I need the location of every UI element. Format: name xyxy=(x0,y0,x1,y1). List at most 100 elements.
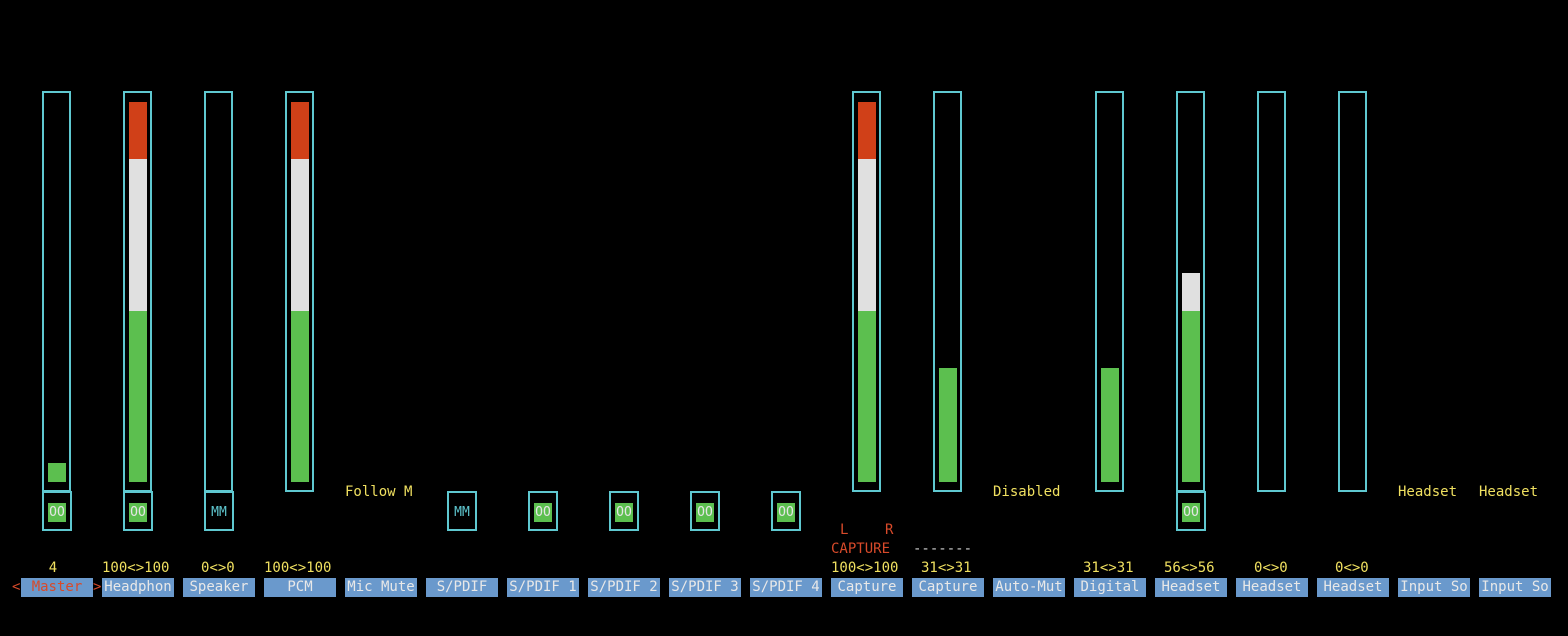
control-label-capture-2[interactable]: Capture xyxy=(912,578,984,597)
capture-indicator[interactable]: CAPTURE xyxy=(831,541,891,557)
control-label-master[interactable]: Master xyxy=(21,578,93,597)
volume-bar-headset-2[interactable] xyxy=(1257,91,1286,492)
value-left: 100 xyxy=(102,560,128,576)
volume-fill-headphone-low xyxy=(129,311,147,482)
volume-fill-headset-1-low xyxy=(1182,311,1200,482)
mute-state: OO xyxy=(129,503,147,522)
value-separator: <> xyxy=(1262,560,1280,576)
control-label-mic-mute[interactable]: Mic Mute xyxy=(345,578,417,597)
value-separator: <> xyxy=(1099,560,1117,576)
volume-value-speaker: 0<>0 xyxy=(201,559,235,578)
volume-bar-pcm[interactable] xyxy=(285,91,314,492)
mute-toggle-spdif-4[interactable]: OO xyxy=(771,491,801,531)
capture-channel-left: L xyxy=(840,522,849,538)
value-right: 31 xyxy=(1116,560,1134,576)
mute-toggle-master[interactable]: OO xyxy=(42,491,72,531)
volume-value-master: 4 xyxy=(48,560,58,576)
value-separator: <> xyxy=(289,560,307,576)
value-right: 31 xyxy=(954,560,972,576)
mute-state: OO xyxy=(1182,503,1200,522)
enum-value-input-source-2: Headset xyxy=(1479,484,1539,500)
value-left: 0 xyxy=(201,560,210,576)
value-separator: <> xyxy=(1343,560,1361,576)
volume-fill-digital xyxy=(1101,368,1119,482)
volume-fill-capture-2 xyxy=(939,368,957,482)
volume-bar-capture-1[interactable] xyxy=(852,91,881,492)
mute-state: OO xyxy=(777,503,795,522)
value-left: 100 xyxy=(831,560,857,576)
mute-toggle-spdif-2[interactable]: OO xyxy=(609,491,639,531)
value-separator: <> xyxy=(856,560,874,576)
control-label-spdif-1[interactable]: S/PDIF 1 xyxy=(507,578,579,597)
value-left: 0 xyxy=(1335,560,1344,576)
value-separator: <> xyxy=(209,560,227,576)
volume-value-capture-2: 31<>31 xyxy=(921,559,972,578)
volume-bar-capture-2[interactable] xyxy=(933,91,962,492)
control-label-headset-1[interactable]: Headset xyxy=(1155,578,1227,597)
volume-fill-headphone-high xyxy=(129,102,147,159)
volume-fill-headphone-mid xyxy=(129,159,147,311)
volume-fill-master xyxy=(48,463,66,482)
control-label-headset-3[interactable]: Headset xyxy=(1317,578,1389,597)
control-label-spdif-3[interactable]: S/PDIF 3 xyxy=(669,578,741,597)
volume-fill-capture-1-mid xyxy=(858,159,876,311)
control-label-pcm[interactable]: PCM xyxy=(264,578,336,597)
enum-value-auto-mute: Disabled xyxy=(993,484,1061,500)
value-right: 0 xyxy=(1279,560,1288,576)
mute-toggle-headphone[interactable]: OO xyxy=(123,491,153,531)
value-separator: <> xyxy=(937,560,955,576)
volume-bar-headset-3[interactable] xyxy=(1338,91,1367,492)
value-right: 0 xyxy=(1360,560,1369,576)
value-left: 100 xyxy=(264,560,290,576)
control-label-headphone[interactable]: Headphon xyxy=(102,578,174,597)
enum-value-input-source-1: Headset xyxy=(1398,484,1458,500)
volume-value-pcm: 100<>100 xyxy=(264,559,331,578)
mute-state: OO xyxy=(534,503,552,522)
volume-fill-headset-1-mid xyxy=(1182,273,1200,311)
mute-toggle-spdif-3[interactable]: OO xyxy=(690,491,720,531)
volume-value-digital: 31<>31 xyxy=(1083,559,1134,578)
mute-toggle-spdif-1[interactable]: OO xyxy=(528,491,558,531)
volume-value-headphone: 100<>100 xyxy=(102,559,169,578)
control-label-capture-1[interactable]: Capture xyxy=(831,578,903,597)
cursor-right-arrow: > xyxy=(93,579,102,595)
volume-bar-speaker[interactable] xyxy=(204,91,233,492)
capture-channel-right: R xyxy=(885,522,894,538)
capture-indicator-off[interactable]: ------- xyxy=(913,541,973,557)
value-left: 31 xyxy=(921,560,938,576)
volume-value-headset-2: 0<>0 xyxy=(1254,559,1288,578)
value-right: 56 xyxy=(1197,560,1215,576)
mute-toggle-spdif[interactable]: MM xyxy=(447,491,477,531)
mute-toggle-headset-1[interactable]: OO xyxy=(1176,491,1206,531)
value-left: 0 xyxy=(1254,560,1263,576)
control-label-input-source-1[interactable]: Input So xyxy=(1398,578,1470,597)
control-label-headset-2[interactable]: Headset xyxy=(1236,578,1308,597)
volume-fill-pcm-high xyxy=(291,102,309,159)
value-right: 100 xyxy=(144,560,170,576)
value-right: 100 xyxy=(873,560,899,576)
control-label-auto-mute[interactable]: Auto-Mut xyxy=(993,578,1065,597)
mute-toggle-speaker[interactable]: MM xyxy=(204,491,234,531)
control-label-spdif-4[interactable]: S/PDIF 4 xyxy=(750,578,822,597)
enum-value-mic-mute: Follow M xyxy=(345,484,413,500)
control-label-spdif[interactable]: S/PDIF xyxy=(426,578,498,597)
volume-bar-digital[interactable] xyxy=(1095,91,1124,492)
cursor-left-arrow: < xyxy=(12,579,21,595)
control-label-digital[interactable]: Digital xyxy=(1074,578,1146,597)
value-right: 0 xyxy=(226,560,235,576)
control-label-spdif-2[interactable]: S/PDIF 2 xyxy=(588,578,660,597)
mute-state: OO xyxy=(48,503,66,522)
volume-bar-master[interactable] xyxy=(42,91,71,492)
volume-fill-pcm-mid xyxy=(291,159,309,311)
mute-state: MM xyxy=(454,505,470,520)
value-left: 31 xyxy=(1083,560,1100,576)
mute-state: OO xyxy=(696,503,714,522)
control-label-speaker[interactable]: Speaker xyxy=(183,578,255,597)
mute-state: OO xyxy=(615,503,633,522)
volume-fill-pcm-low xyxy=(291,311,309,482)
control-label-input-source-2[interactable]: Input So xyxy=(1479,578,1551,597)
value-separator: <> xyxy=(1180,560,1198,576)
value-separator: <> xyxy=(127,560,145,576)
volume-value-capture-1: 100<>100 xyxy=(831,559,898,578)
